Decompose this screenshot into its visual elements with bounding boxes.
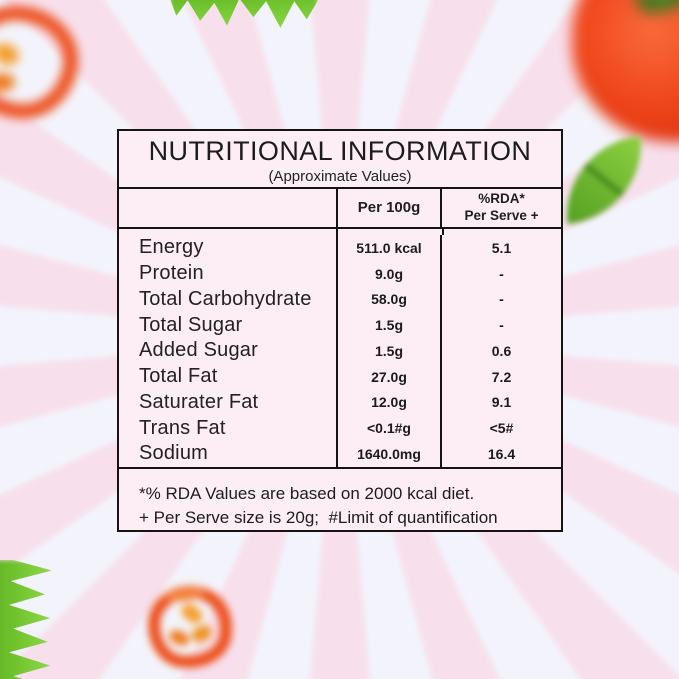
rda-value: 7.2 xyxy=(440,363,561,390)
nutrient-label: Total Sugar xyxy=(139,313,243,336)
table-row: Sodium 1640.0mg 16.4 xyxy=(119,440,561,467)
table-row: Protein 9.0g - xyxy=(119,260,561,287)
tomato-body-shape xyxy=(572,0,679,142)
per-100g-value: 1.5g xyxy=(336,312,440,338)
panel-title: NUTRITIONAL INFORMATION xyxy=(148,136,532,167)
table-body: Energy 511.0 kcal 5.1 Protein 9.0g - Tot… xyxy=(119,228,561,467)
rda-value: <5# xyxy=(440,415,561,441)
table-row: Added Sugar 1.5g 0.6 xyxy=(119,337,561,364)
panel-header: NUTRITIONAL INFORMATION (Approximate Val… xyxy=(119,131,561,187)
rda-value: - xyxy=(440,312,561,338)
rda-value: 0.6 xyxy=(440,337,561,364)
rda-value: 9.1 xyxy=(440,389,561,416)
column-header-nutrient xyxy=(119,189,336,227)
nutrient-label: Total Fat xyxy=(139,365,218,388)
table-row: Total Carbohydrate 58.0g - xyxy=(119,286,561,313)
nutrient-label: Added Sugar xyxy=(139,339,258,362)
panel-subtitle: (Approximate Values) xyxy=(268,168,412,186)
per-100g-value: 9.0g xyxy=(336,260,440,287)
table-row: Saturater Fat 12.0g 9.1 xyxy=(119,389,561,416)
per-100g-value: 27.0g xyxy=(336,363,440,390)
per-100g-value: 58.0g xyxy=(336,286,440,313)
nutrition-panel: NUTRITIONAL INFORMATION (Approximate Val… xyxy=(117,129,563,532)
table-row: Total Sugar 1.5g - xyxy=(119,312,561,338)
footnotes-section: *% RDA Values are based on 2000 kcal die… xyxy=(119,466,561,530)
rda-header-line2: Per Serve + xyxy=(464,207,539,223)
nutrient-label: Sodium xyxy=(139,442,209,465)
nutrient-label: Total Carbohydrate xyxy=(139,287,312,310)
nutrient-label: Protein xyxy=(139,262,204,285)
table-row: Trans Fat <0.1#g <5# xyxy=(119,415,561,441)
per-100g-value: 1.5g xyxy=(336,337,440,364)
rda-value: - xyxy=(440,286,561,313)
pepper-slice-image-bottom-center xyxy=(143,581,237,673)
column-header-per-100g: Per 100g xyxy=(336,188,440,227)
column-header-rda: %RDA* Per Serve + xyxy=(440,188,561,227)
per-100g-value: 1640.0mg xyxy=(336,440,440,467)
per-100g-value: <0.1#g xyxy=(336,415,440,441)
table-row: Energy 511.0 kcal 5.1 xyxy=(119,234,561,261)
per-100g-value: 12.0g xyxy=(336,389,440,416)
rda-header-line1: %RDA* xyxy=(478,191,525,207)
tomato-image-top-right xyxy=(572,0,679,142)
per-100g-value: 511.0 kcal xyxy=(336,234,440,261)
footnote-rda: *% RDA Values are based on 2000 kcal die… xyxy=(139,483,475,503)
table-header-row: Per 100g %RDA* Per Serve + xyxy=(119,186,561,229)
nutrient-label: Energy xyxy=(139,236,204,259)
rda-value: 16.4 xyxy=(440,440,561,467)
nutrient-label: Trans Fat xyxy=(139,416,226,439)
rda-value: - xyxy=(440,260,561,287)
table-row: Total Fat 27.0g 7.2 xyxy=(119,363,561,390)
nutrient-label: Saturater Fat xyxy=(139,390,259,413)
rda-value: 5.1 xyxy=(440,234,561,261)
footnote-serve-size: + Per Serve size is 20g; #Limit of quant… xyxy=(139,507,498,527)
